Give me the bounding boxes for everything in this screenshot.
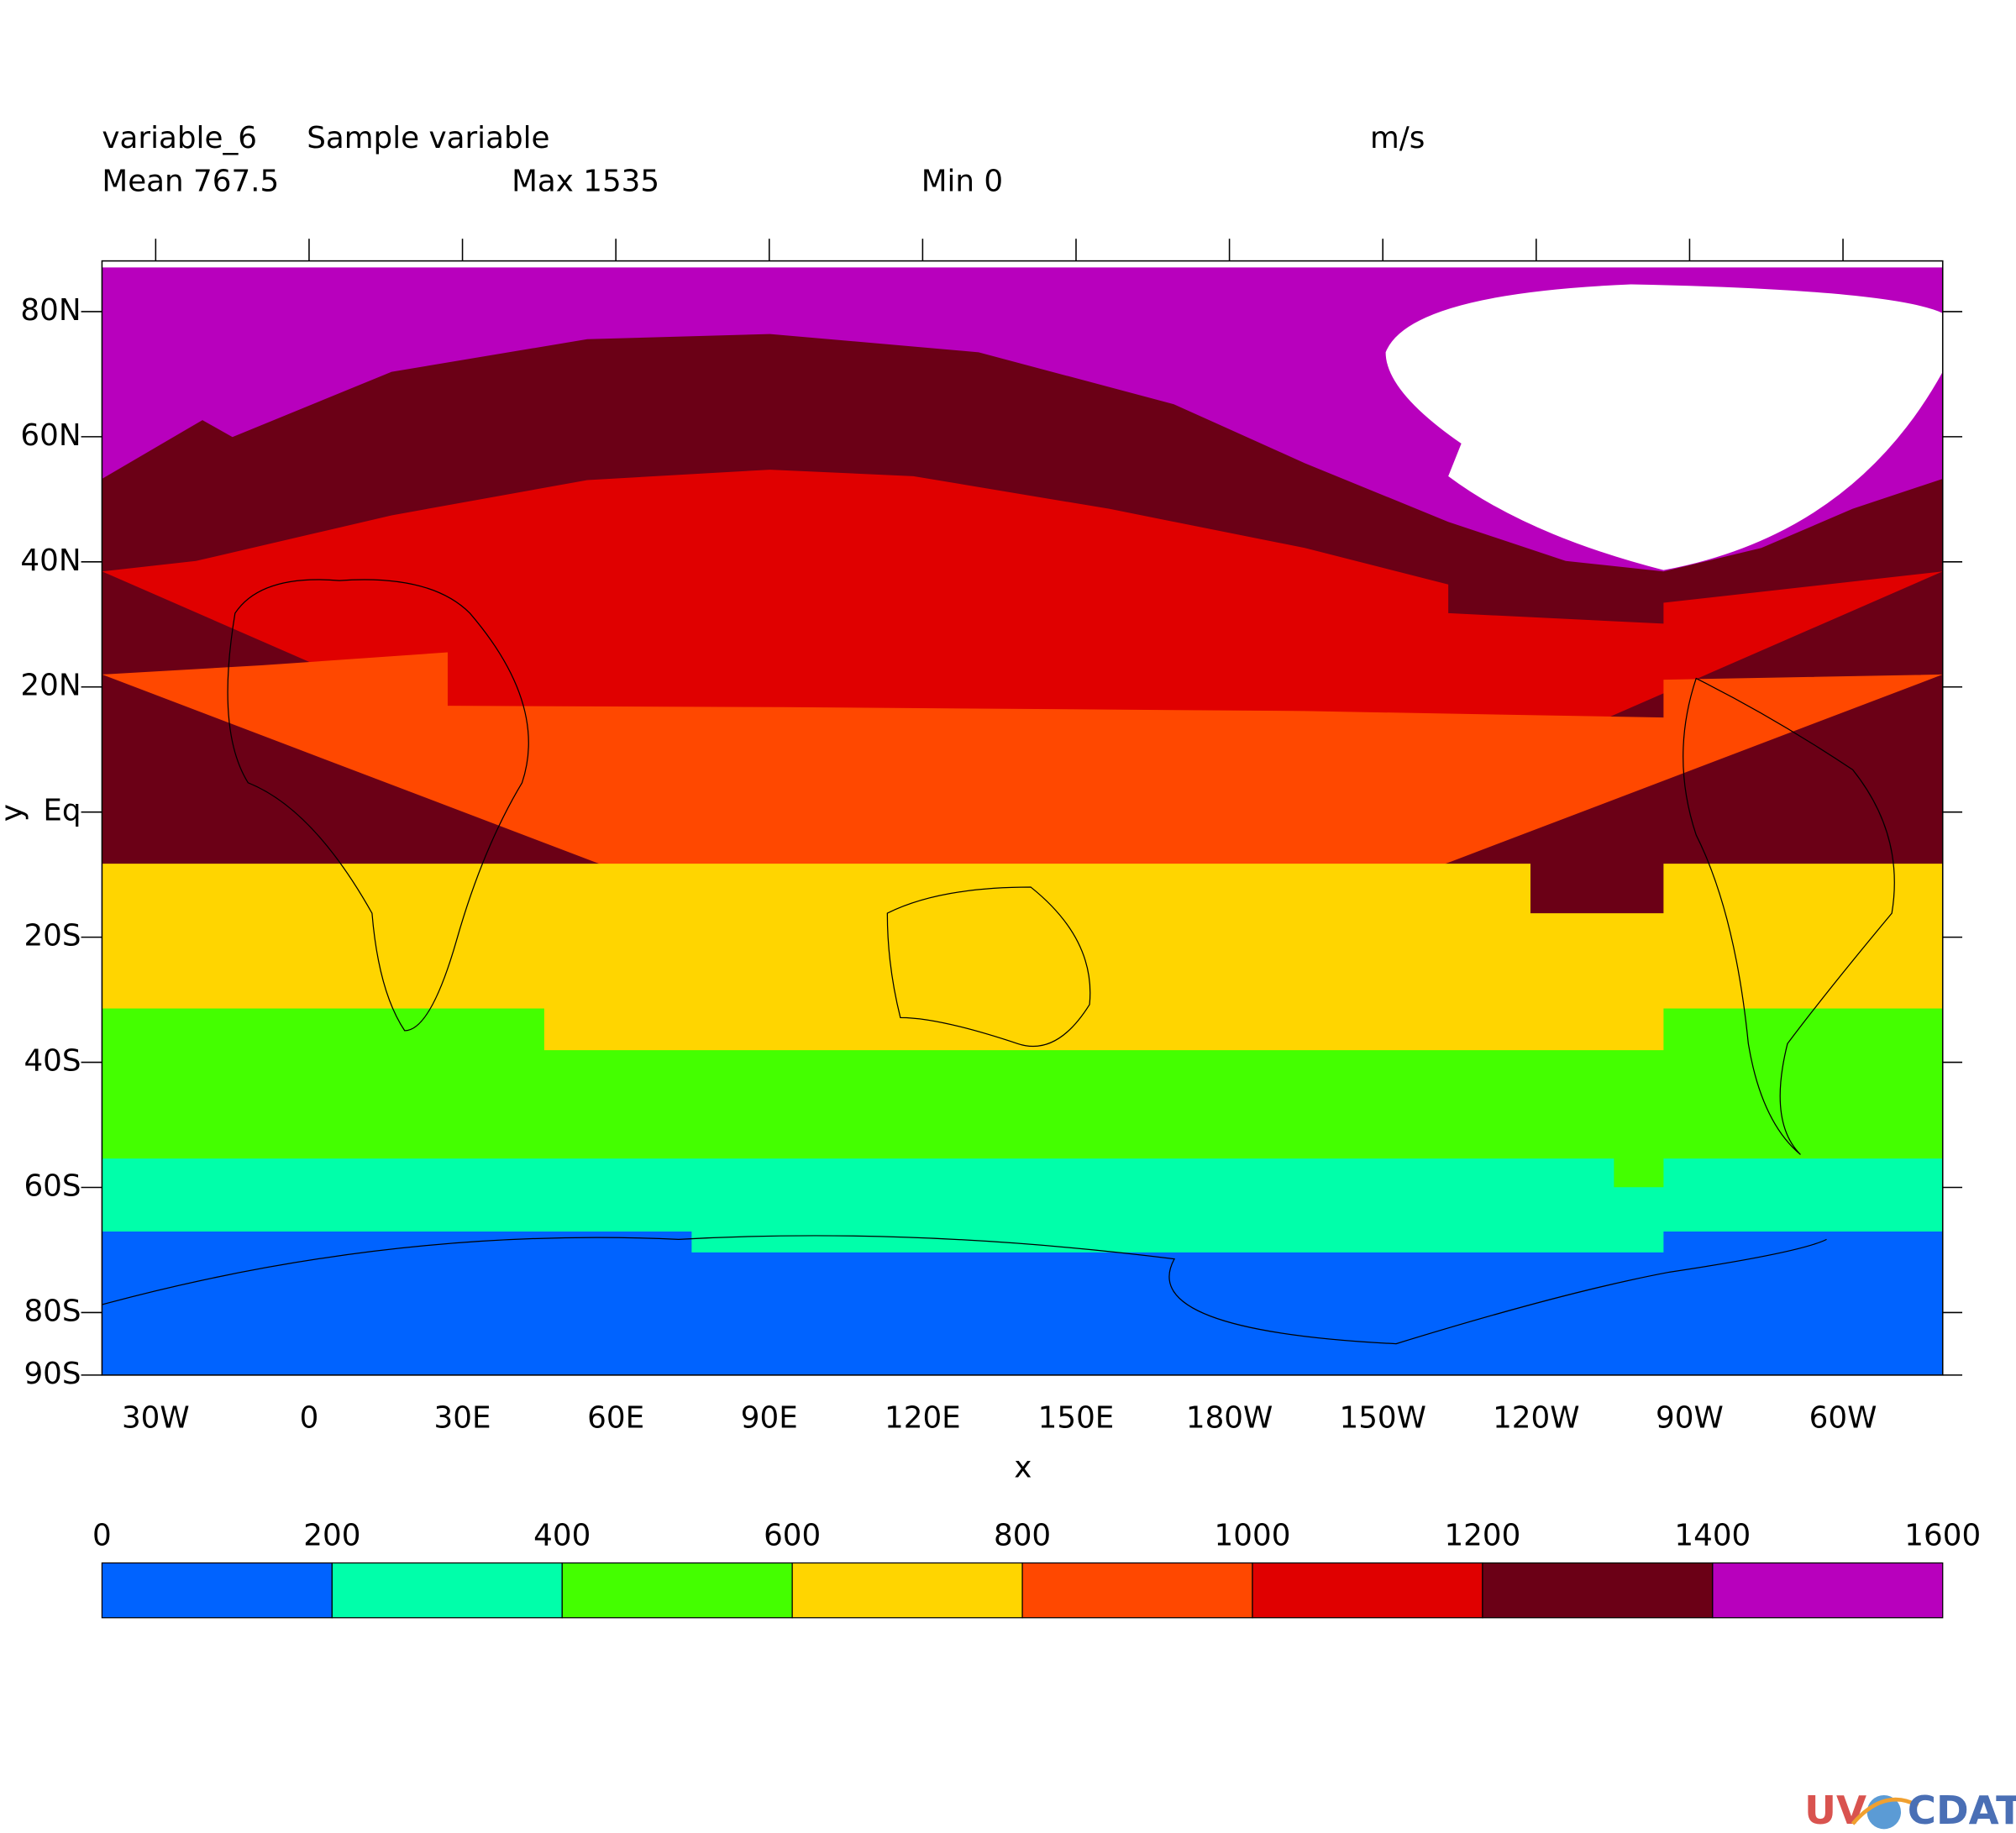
logo-orbit bbox=[1851, 1797, 1919, 1825]
colorbar-cell bbox=[561, 1562, 793, 1619]
x-tick-label: 0 bbox=[300, 1401, 319, 1436]
y-tick-label: 60S bbox=[24, 1169, 81, 1203]
colorbar-cell bbox=[1482, 1562, 1714, 1619]
units: m/s bbox=[1370, 121, 1425, 155]
x-tick-label: 120W bbox=[1493, 1401, 1579, 1436]
colorbar-cell bbox=[1021, 1562, 1253, 1619]
max-text: Max 1535 bbox=[512, 164, 659, 198]
x-tick-label: 180W bbox=[1186, 1401, 1273, 1436]
colorbar-label: 400 bbox=[533, 1518, 591, 1552]
logo-left: UV bbox=[1804, 1788, 1866, 1833]
y-tick-label: 40S bbox=[24, 1044, 81, 1079]
x-axis-label: x bbox=[1014, 1451, 1032, 1485]
colorbar-cell bbox=[1252, 1562, 1483, 1619]
colorbar-label: 600 bbox=[764, 1518, 821, 1552]
colorbar-label: 1000 bbox=[1215, 1518, 1291, 1552]
x-tick-label: 60E bbox=[587, 1401, 644, 1436]
coastline bbox=[102, 1235, 1827, 1345]
x-tick-label: 150W bbox=[1339, 1401, 1425, 1436]
colorbar-label: 0 bbox=[92, 1518, 112, 1552]
colorbar-label: 1600 bbox=[1904, 1518, 1981, 1552]
x-tick-label: 90E bbox=[741, 1401, 798, 1436]
x-tick-label: 120E bbox=[885, 1401, 961, 1436]
plot-frame bbox=[101, 260, 1944, 1376]
y-tick-label: 90S bbox=[24, 1357, 81, 1391]
logo-right: CDAT bbox=[1908, 1788, 2016, 1833]
y-tick-label: 40N bbox=[20, 544, 81, 578]
missing-region bbox=[1385, 284, 1943, 570]
min-text: Min 0 bbox=[921, 164, 1003, 198]
x-tick-label: 30E bbox=[434, 1401, 491, 1436]
colorbar-cell bbox=[331, 1562, 563, 1619]
colorbar-cell bbox=[791, 1562, 1023, 1619]
mean-text: Mean 767.5 bbox=[102, 164, 279, 198]
map-fill bbox=[102, 267, 1943, 1375]
colorbar-label: 200 bbox=[303, 1518, 360, 1552]
y-tick-label: 80N bbox=[20, 293, 81, 328]
coastline bbox=[1683, 677, 1895, 1155]
coastline bbox=[227, 579, 529, 1032]
colorbar-label: 1400 bbox=[1674, 1518, 1751, 1552]
y-tick-label: 80S bbox=[24, 1294, 81, 1328]
contour-band bbox=[102, 1232, 1943, 1375]
x-tick-label: 30W bbox=[122, 1401, 190, 1436]
x-tick-label: 90W bbox=[1656, 1401, 1724, 1436]
colorbar-label: 800 bbox=[994, 1518, 1051, 1552]
colorbar-cell bbox=[1712, 1562, 1944, 1619]
logo: UV CDAT bbox=[1804, 1788, 2016, 1833]
coastline bbox=[886, 886, 1091, 1048]
chart-title: Sample variable bbox=[307, 121, 549, 155]
y-tick-label: 20N bbox=[20, 669, 81, 703]
y-axis-label: y bbox=[0, 804, 29, 822]
x-tick-label: 150E bbox=[1038, 1401, 1115, 1436]
variable-name: variable_6 bbox=[102, 121, 257, 155]
x-tick-label: 60W bbox=[1809, 1401, 1877, 1436]
y-tick-label: 20S bbox=[24, 919, 81, 953]
y-tick-label: Eq bbox=[43, 794, 81, 828]
colorbar-cell bbox=[101, 1562, 333, 1619]
y-tick-label: 60N bbox=[20, 418, 81, 453]
colorbar-label: 1200 bbox=[1444, 1518, 1520, 1552]
